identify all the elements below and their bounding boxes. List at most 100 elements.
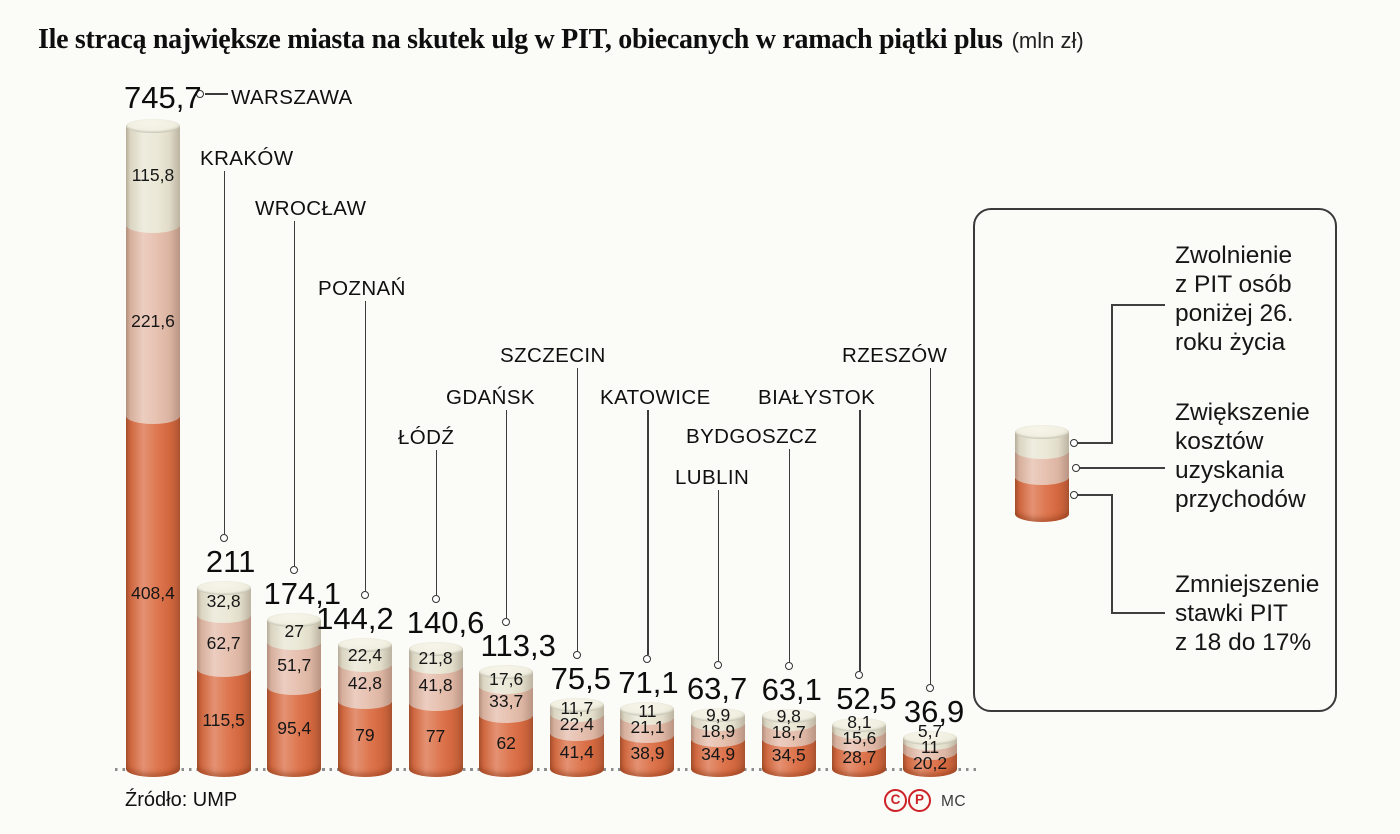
bar-szczecin-leader-dot: [572, 650, 581, 659]
bar-bialystok-leader-line: [859, 410, 861, 671]
bar-szczecin-total: 75,5: [550, 660, 611, 696]
bar-lodz-leader-line: [435, 450, 437, 595]
bar-bydgoszcz-total: 63,1: [761, 671, 822, 707]
legend-text-line: z PIT osób: [1175, 271, 1292, 298]
bar-bydgoszcz-leader-line: [788, 449, 790, 662]
bar-krakow-value-top: 32,8: [206, 591, 241, 612]
legend-item-higher-deductible-costs: Zwiększenie kosztów uzyskania przychodów: [1175, 398, 1310, 514]
bar-poznan-value-middle: 42,8: [347, 672, 382, 693]
legend-item-exemption-under-26: Zwolnienie z PIT osób poniżej 26. roku ż…: [1175, 241, 1294, 357]
legend-text-line: stawki PIT: [1175, 600, 1288, 627]
bar-bialystok-cap: [832, 717, 887, 732]
bar-krakow-segment-middle: [196, 616, 251, 678]
bar-bydgoszcz-leader-dot: [784, 661, 793, 670]
chart-title-unit: (mln zł): [1011, 28, 1084, 53]
bar-bydgoszcz-cap: [761, 708, 816, 723]
bar-bialystok-value-top: 8,1: [847, 711, 872, 732]
bar-bialystok-value-middle: 15,6: [842, 727, 877, 748]
chart-title: Ile stracą największe miasta na skutek u…: [38, 24, 1084, 56]
bar-krakow-value-bottom: 115,5: [202, 709, 245, 730]
legend-item-lower-pit-rate: Zmniejszenie stawki PIT z 18 do 17%: [1175, 570, 1319, 657]
city-label-lodz: ŁÓDŹ: [398, 426, 455, 449]
bar-gdansk-total: 113,3: [480, 628, 556, 664]
bar-katowice-segment-bottom: [620, 736, 675, 777]
phonogram-icon: P: [908, 789, 931, 812]
bar-lodz-segment-bottom: [408, 703, 463, 777]
bar-rzeszow-leader-line: [930, 368, 932, 685]
bar-krakow-total: 211: [205, 543, 256, 579]
bar-wroclaw-total: 174,1: [263, 575, 342, 611]
bar-lublin-total: 63,7: [686, 670, 748, 706]
bar-lodz-leader-dot: [431, 594, 440, 603]
bar-poznan-cap: [337, 638, 392, 653]
bar-lodz-value-top: 21,8: [418, 647, 453, 668]
legend-text-line: Zwiększenie: [1175, 399, 1310, 426]
city-label-gdansk: GDAŃSK: [446, 386, 535, 409]
bar-wroclaw-leader-dot: [290, 565, 299, 574]
city-label-szczecin: SZCZECIN: [500, 344, 606, 367]
bar-bydgoszcz-value-middle: 18,7: [771, 721, 806, 742]
bar-lublin-value-bottom: 34,9: [701, 744, 736, 765]
bar-bialystok-leader-dot: [855, 670, 864, 679]
legend-connector-bottom: [1111, 612, 1165, 614]
legend-connector-top: [1077, 442, 1113, 444]
bar-lodz-segment-middle: [408, 667, 463, 711]
legend-dot-bottom: [1070, 491, 1078, 499]
bar-lublin-value-middle: 18,9: [701, 721, 736, 742]
bar-poznan-segment-bottom: [337, 701, 392, 777]
legend-dot-middle: [1072, 464, 1080, 472]
city-label-lublin: LUBLIN: [675, 466, 750, 489]
bar-lublin-leader-line: [718, 490, 720, 661]
bar-wroclaw-cap: [267, 612, 322, 627]
bar-katowice-value-bottom: 38,9: [630, 742, 665, 763]
bar-poznan-total: 144,2: [316, 601, 394, 637]
bar-wroclaw-segment-middle: [267, 642, 322, 695]
bar-szczecin-value-bottom: 41,4: [559, 741, 594, 762]
bar-gdansk-segment-middle: [479, 687, 534, 724]
legend-text-line: poniżej 26.: [1175, 300, 1294, 327]
bar-gdansk-value-middle: 33,7: [489, 691, 524, 712]
legend-text-line: z 18 do 17%: [1175, 629, 1312, 656]
source-label: Źródło: UMP: [125, 789, 238, 811]
bar-katowice-leader-line: [647, 410, 649, 655]
bar-szczecin-leader-line: [576, 368, 579, 651]
bar-poznan-leader-dot: [360, 591, 369, 600]
bar-szczecin-value-middle: 22,4: [559, 714, 594, 735]
bar-rzeszow-value-bottom: 20,2: [913, 753, 948, 774]
city-label-bydgoszcz: BYDGOSZCZ: [686, 425, 818, 448]
bar-warszawa-value-middle: 221,6: [131, 311, 175, 332]
legend-connector-top: [1111, 304, 1165, 306]
bar-krakow-value-middle: 62,7: [206, 632, 241, 653]
bar-gdansk-value-top: 17,6: [489, 669, 524, 690]
bar-krakow-cap: [196, 580, 251, 595]
bar-wroclaw-segment-bottom: [267, 687, 322, 777]
bar-lublin-cap: [691, 707, 746, 722]
bar-bydgoszcz-segment-bottom: [761, 740, 816, 777]
legend-connector-bottom: [1077, 494, 1113, 496]
bar-warszawa-cap: [126, 119, 180, 133]
bar-poznan-leader-line: [364, 301, 367, 592]
bar-gdansk-leader-dot: [502, 618, 511, 627]
baseline-dotted-line: [115, 768, 977, 771]
bar-wroclaw-value-top: 27: [284, 620, 304, 641]
bar-poznan-segment-middle: [337, 664, 392, 709]
legend-connector-top: [1111, 304, 1113, 444]
city-label-poznan: POZNAŃ: [318, 277, 406, 300]
city-label-krakow: KRAKÓW: [200, 147, 294, 170]
legend-box: [973, 208, 1337, 712]
city-label-rzeszow: RZESZÓW: [842, 344, 948, 367]
bar-gdansk-cap: [479, 665, 534, 680]
bar-katowice-value-middle: 21,1: [630, 716, 665, 737]
bar-lodz-value-middle: 41,8: [418, 674, 453, 695]
chart-title-text: Ile stracą największe miasta na skutek u…: [38, 24, 1003, 55]
bar-warszawa-segment-middle: [126, 225, 180, 425]
bar-rzeszow-total: 36,9: [903, 694, 965, 730]
bar-poznan-value-top: 22,4: [347, 644, 382, 665]
city-label-wroclaw: WROCŁAW: [255, 197, 367, 220]
bar-warszawa-value-top: 115,8: [131, 165, 175, 186]
bar-szczecin-cap: [549, 697, 604, 712]
bar-lublin-leader-dot: [714, 660, 723, 669]
bar-poznan-value-bottom: 79: [355, 725, 375, 746]
bar-bydgoszcz-value-top: 9,8: [776, 705, 801, 726]
